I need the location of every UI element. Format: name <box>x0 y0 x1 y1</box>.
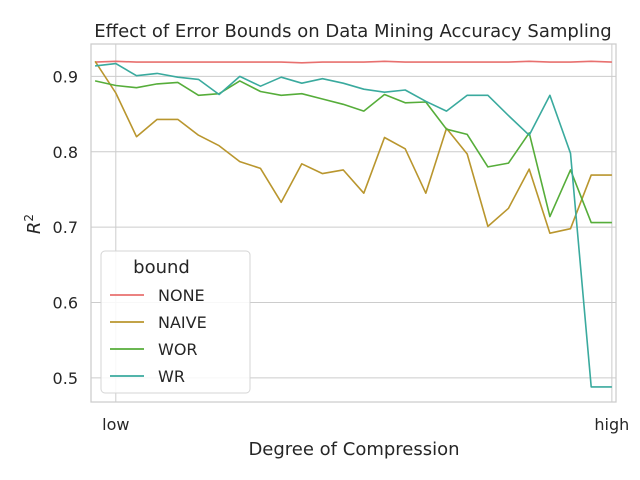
series-line-wor <box>94 80 612 224</box>
axes: 0.5 0.6 0.7 0.8 0.9 low high <box>53 43 629 434</box>
y-tick-label: 0.5 <box>53 369 78 388</box>
y-tick-label: 0.8 <box>53 143 78 162</box>
y-tick-label: 0.6 <box>53 294 78 313</box>
series-lines <box>94 60 612 388</box>
x-axis-label: Degree of Compression <box>248 439 459 460</box>
y-tick-label: 0.7 <box>53 218 78 237</box>
legend-label-wor: WOR <box>158 340 198 359</box>
x-tick-label: low <box>102 415 129 434</box>
plot-frame <box>90 43 617 403</box>
y-tick-label: 0.9 <box>53 67 78 86</box>
series-line-naive <box>94 60 612 234</box>
legend-label-naive: NAIVE <box>158 313 207 332</box>
legend-title: bound <box>133 257 190 278</box>
chart-title: Effect of Error Bounds on Data Mining Ac… <box>94 21 611 42</box>
series-line-wr <box>95 62 612 388</box>
y-axis-label: R2 <box>22 214 45 234</box>
y-axis-label-base: R <box>24 222 45 235</box>
legend-label-wr: WR <box>158 367 185 386</box>
x-tick-label: high <box>594 415 629 434</box>
legend-label-none: NONE <box>158 286 205 305</box>
legend-box <box>100 250 251 394</box>
legend: bound NONE NAIVE WOR WR <box>100 250 251 394</box>
y-axis-label-superscript: 2 <box>22 214 36 222</box>
series-line-none <box>95 60 612 64</box>
